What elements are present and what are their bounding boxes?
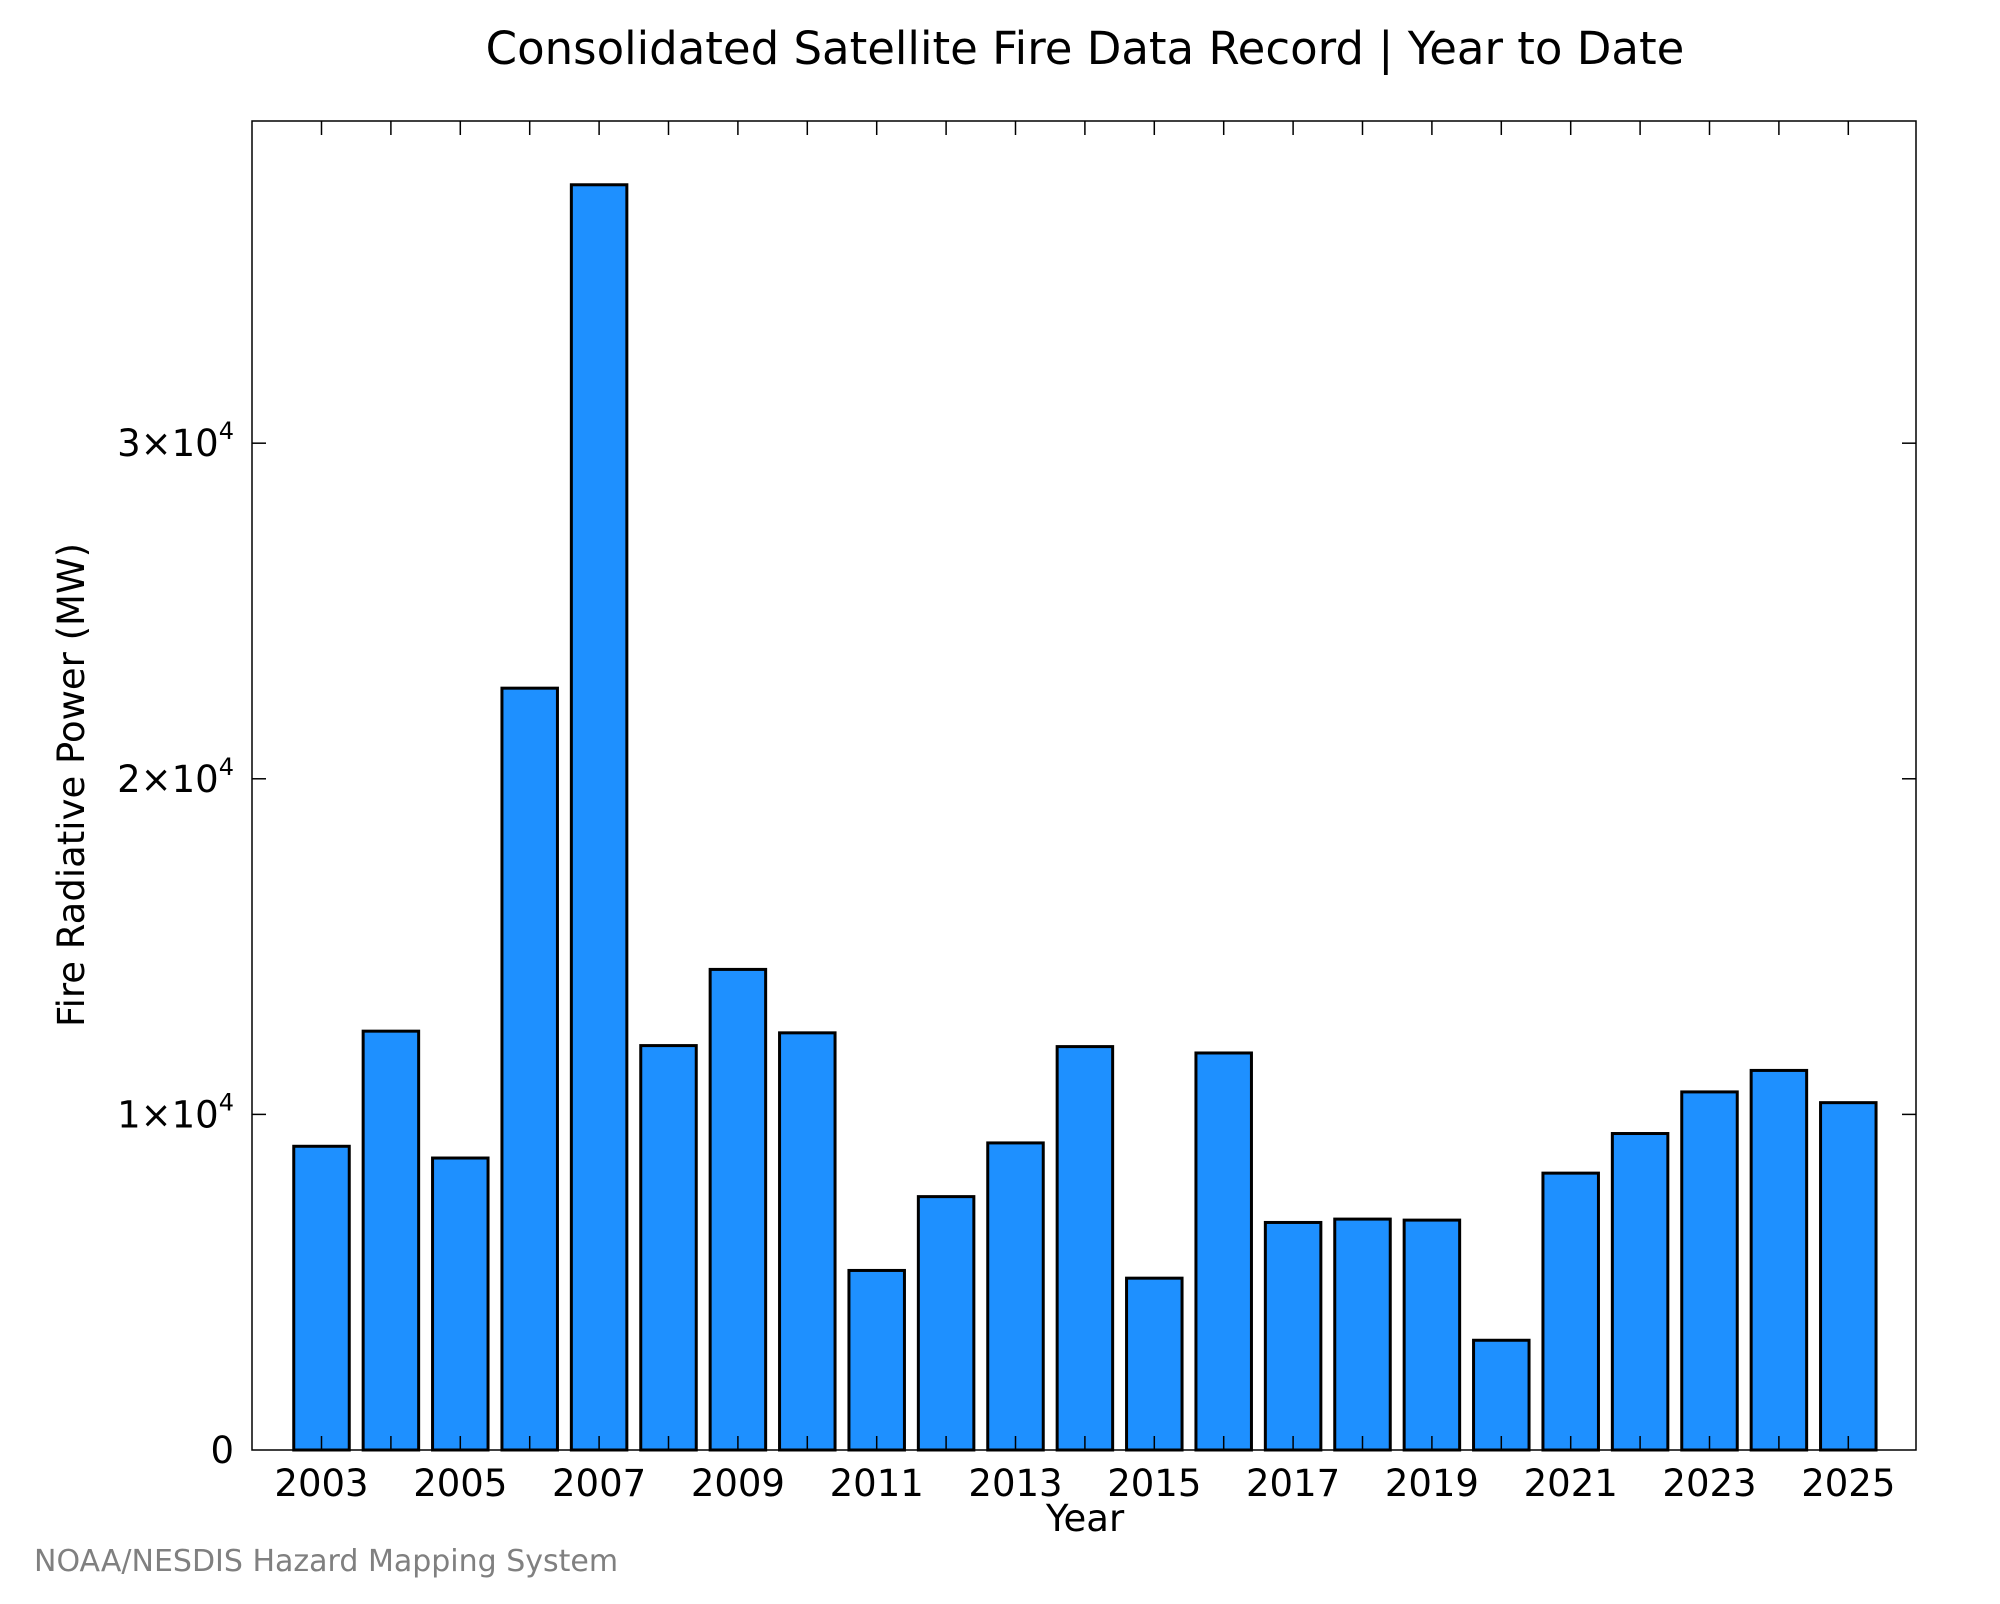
x-axis-label: Year: [1045, 1497, 1125, 1540]
bar-2016: [1194, 1051, 1253, 1452]
bar-2025: [1819, 1101, 1878, 1452]
bar-2007: [569, 183, 629, 1452]
bar-2022: [1610, 1132, 1670, 1452]
bar-2017: [1263, 1220, 1323, 1452]
bar-2019: [1402, 1218, 1462, 1452]
y-tick-label: 1×104: [117, 1088, 234, 1136]
x-tick-label: 2009: [691, 1462, 785, 1505]
bar-2023: [1680, 1090, 1739, 1452]
y-axis-label: Fire Radiative Power (MW): [50, 543, 93, 1027]
y-axis-ticks: 0 1×104 2×104 3×104: [117, 417, 1916, 1472]
x-tick-label: 2021: [1524, 1462, 1618, 1505]
bar-2024: [1749, 1068, 1809, 1452]
bar-2004: [361, 1029, 421, 1452]
x-tick-label: 2003: [274, 1462, 368, 1505]
bar-2021: [1541, 1171, 1600, 1452]
x-axis-ticks: 2003 2005 2007 2009 2011 2013 2015 2017 2019 2021…: [274, 121, 1895, 1505]
bar-2008: [639, 1044, 698, 1452]
y-tick-label: 3×104: [117, 417, 234, 465]
x-tick-label: 2019: [1385, 1462, 1479, 1505]
x-tick-label: 2005: [413, 1462, 507, 1505]
bar-2011: [847, 1268, 906, 1452]
x-tick-label: 2015: [1107, 1462, 1201, 1505]
bar-2013: [986, 1141, 1045, 1452]
bars-group: [292, 183, 1878, 1452]
x-tick-label: 2017: [1246, 1462, 1340, 1505]
y-tick-label: 0: [210, 1429, 234, 1472]
bar-2005: [431, 1156, 490, 1452]
bar-2020: [1472, 1338, 1531, 1452]
bar-2015: [1125, 1276, 1184, 1452]
bar-2006: [500, 686, 559, 1452]
credit-text: NOAA/NESDIS Hazard Mapping System: [34, 1544, 618, 1579]
bar-2003: [292, 1144, 351, 1452]
x-tick-label: 2007: [552, 1462, 646, 1505]
x-tick-label: 2023: [1662, 1462, 1756, 1505]
chart-title: Consolidated Satellite Fire Data Record …: [486, 22, 1685, 75]
plot-frame: [251, 120, 1917, 1451]
x-tick-label: 2013: [968, 1462, 1062, 1505]
x-tick-label: 2011: [830, 1462, 924, 1505]
bar-2009: [708, 967, 768, 1452]
y-tick-label: 2×104: [117, 753, 234, 801]
x-tick-label: 2025: [1801, 1462, 1895, 1505]
bar-2012: [916, 1195, 976, 1452]
bar-2010: [778, 1031, 837, 1452]
bar-2018: [1333, 1217, 1392, 1452]
bar-2014: [1055, 1045, 1115, 1452]
